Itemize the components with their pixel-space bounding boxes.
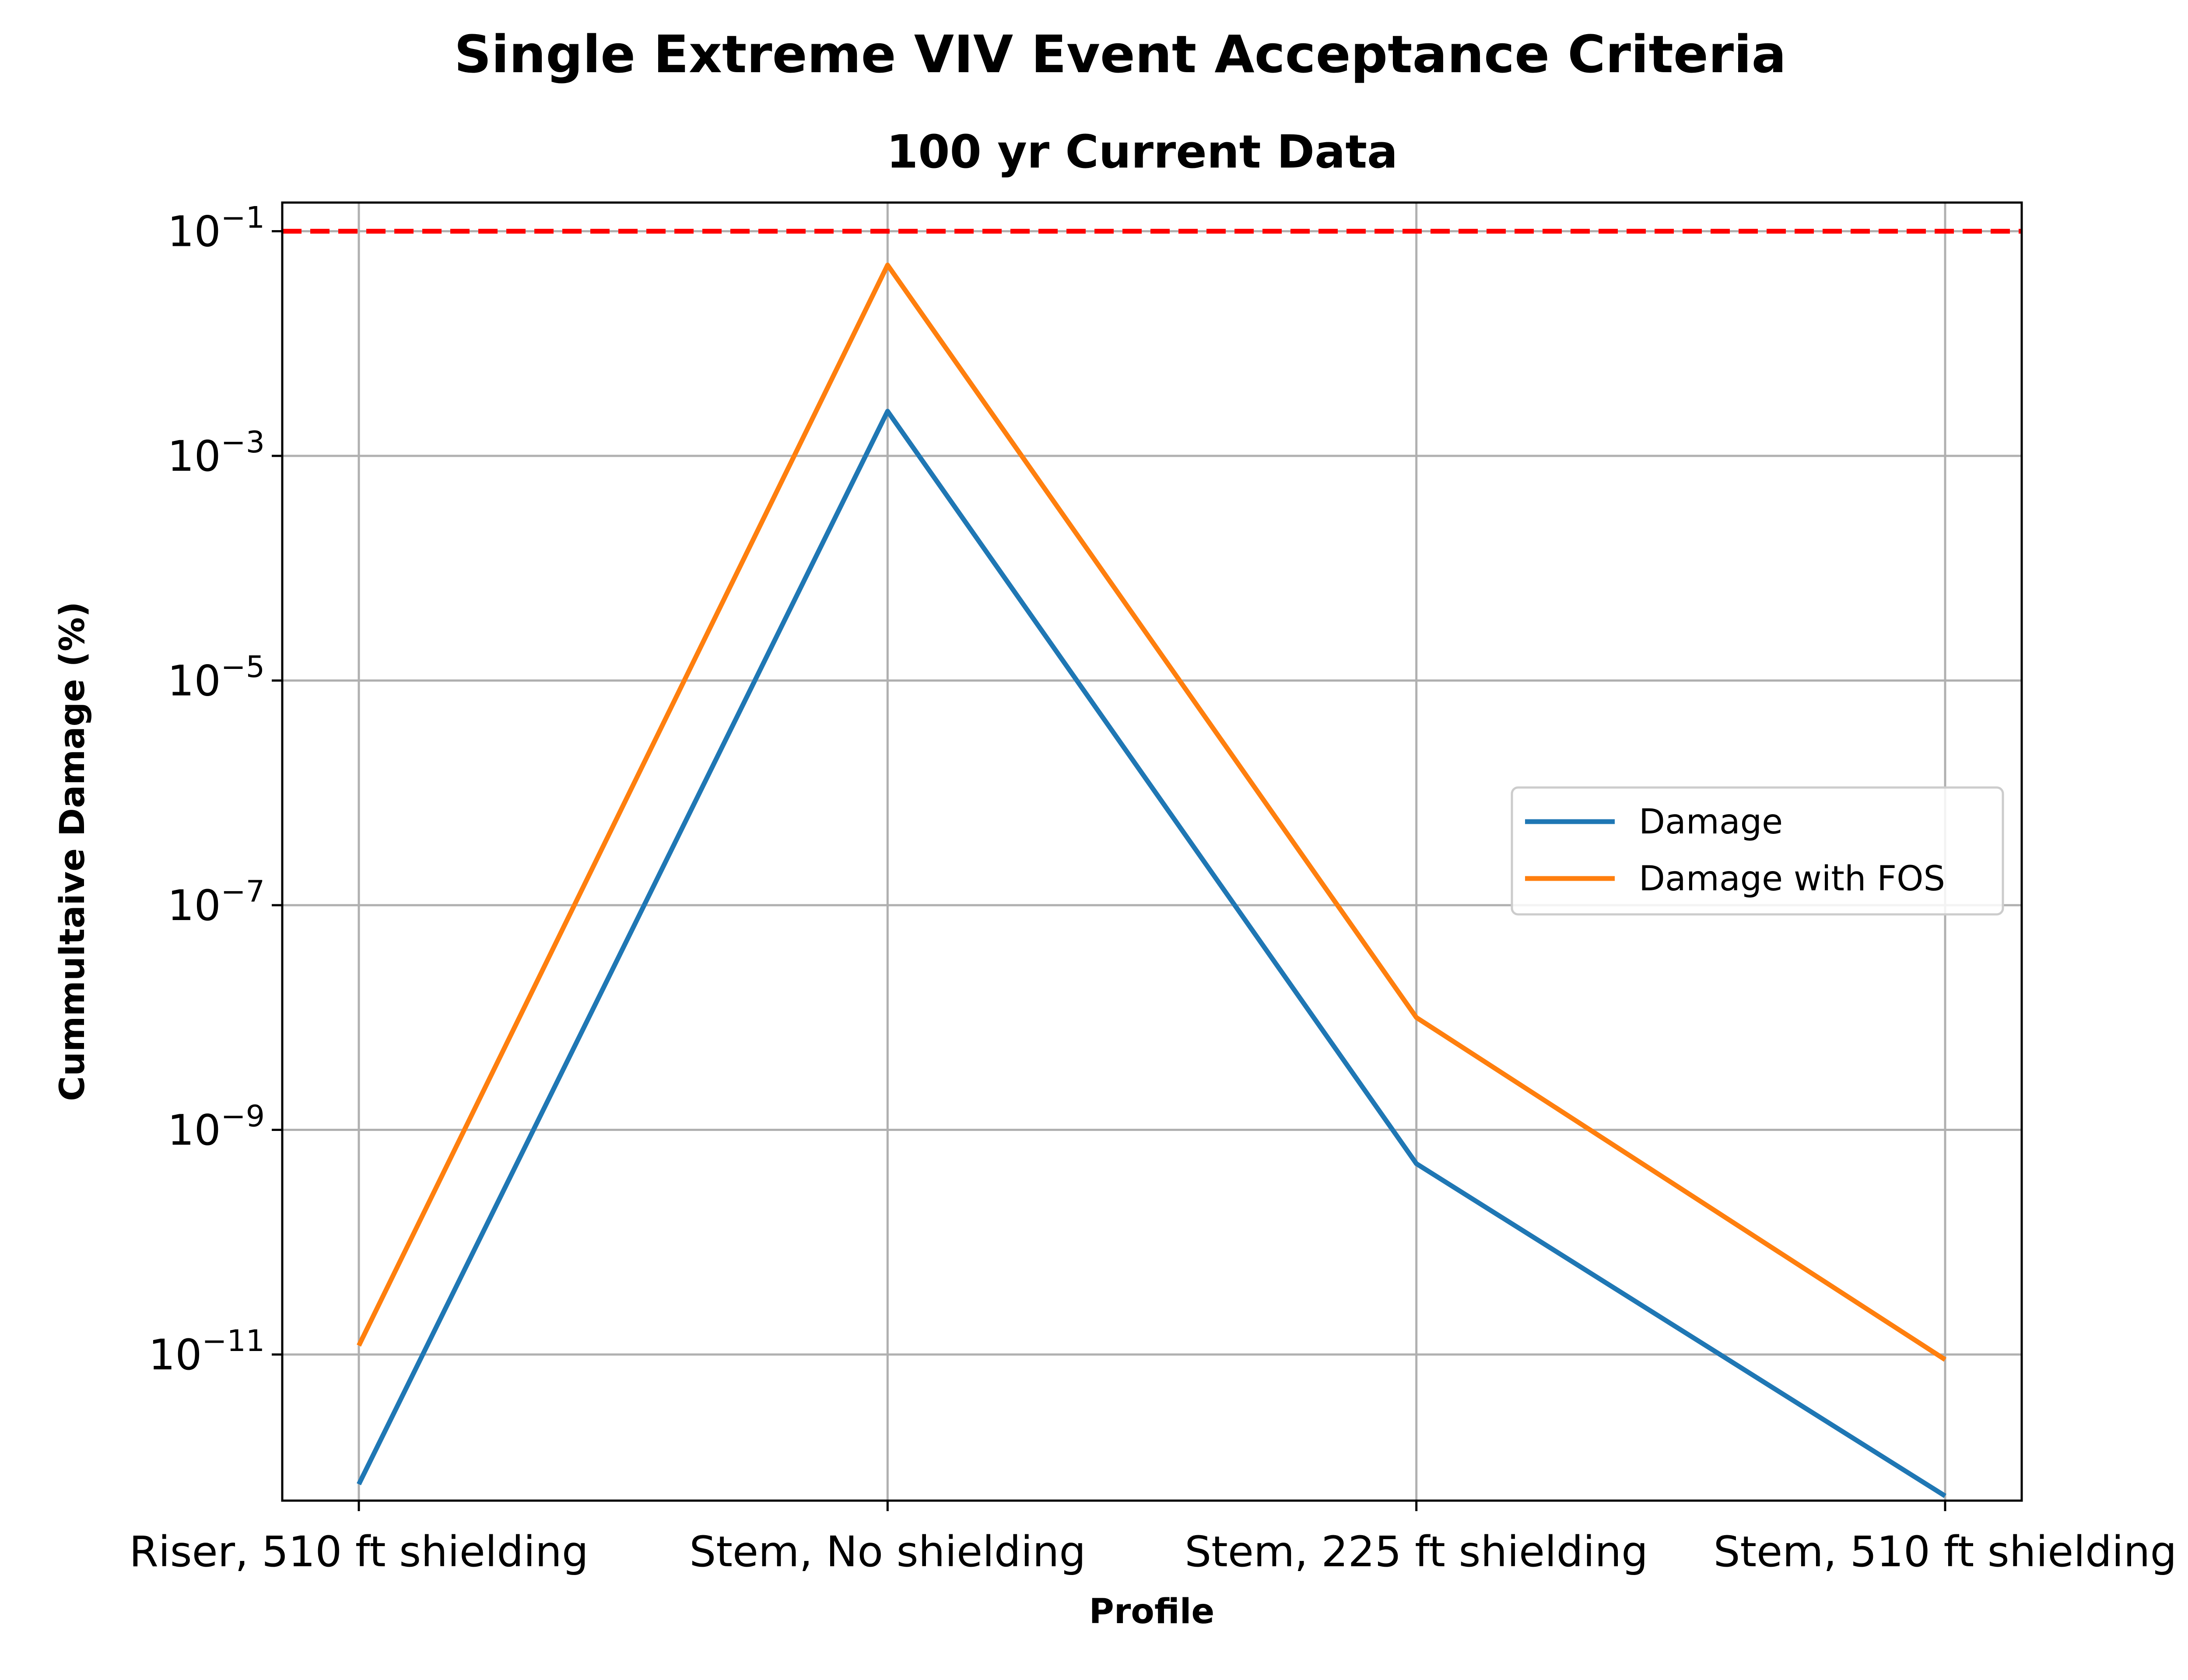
- series-line-damage: [357, 409, 1946, 1498]
- x-tick-label: Stem, 510 ft shielding: [1714, 1527, 2177, 1576]
- y-tick-label: 10−9: [168, 1099, 265, 1155]
- x-tick-label: Stem, 225 ft shielding: [1185, 1527, 1648, 1576]
- y-tick-label: 10−3: [168, 425, 265, 481]
- series-line-damage-with-fos: [357, 262, 1946, 1362]
- y-tick-label: 10−11: [148, 1324, 265, 1379]
- chart-subtitle: 100 yr Current Data: [887, 125, 1398, 178]
- x-axis: Riser, 510 ft shielding Stem, No shieldin…: [129, 1501, 2177, 1576]
- legend-label: Damage: [1639, 802, 1783, 842]
- legend-box: [1511, 786, 2004, 916]
- plot-frame: [281, 201, 2023, 1502]
- chart-title: Single Extreme VIV Event Acceptance Crit…: [454, 24, 1786, 84]
- x-axis-label: Profile: [1089, 1592, 1215, 1631]
- legend: Damage Damage with FOS: [1511, 786, 2004, 916]
- y-axis-label: Cummultaive Damage (%): [53, 602, 92, 1101]
- y-axis: 10−11 10−9 10−7 10−5 10−3 10−1: [148, 201, 282, 1379]
- y-tick-label: 10−1: [168, 201, 265, 256]
- series-layer: [357, 262, 1946, 1498]
- x-tick-label: Riser, 510 ft shielding: [129, 1527, 589, 1576]
- x-tick-label: Stem, No shielding: [689, 1527, 1086, 1576]
- y-tick-label: 10−5: [168, 650, 265, 706]
- y-tick-label: 10−7: [168, 875, 265, 930]
- legend-label: Damage with FOS: [1639, 859, 1945, 899]
